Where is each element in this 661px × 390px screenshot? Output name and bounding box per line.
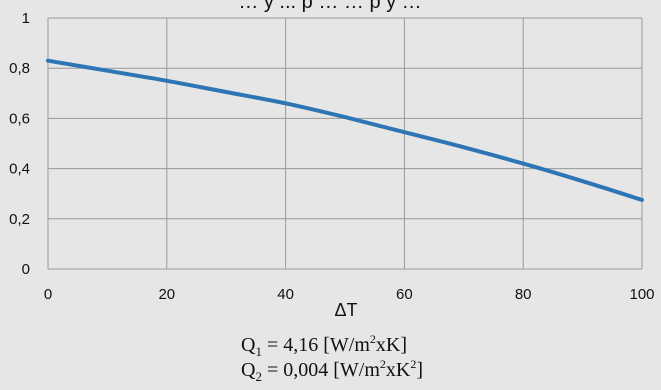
x-tick-label: 0 bbox=[44, 286, 52, 303]
y-axis-ticks: 0 0,2 0,4 0,6 0,8 1 bbox=[9, 10, 30, 278]
formula-q2-sup2: 2 bbox=[410, 357, 416, 371]
y-tick-label: 0,6 bbox=[9, 110, 30, 127]
y-tick-label: 1 bbox=[22, 10, 30, 27]
series-line bbox=[46, 58, 644, 202]
x-tick-label: 40 bbox=[277, 286, 294, 303]
x-tick-label: 60 bbox=[396, 286, 413, 303]
x-tick-label: 100 bbox=[629, 286, 654, 303]
x-axis-ticks: 0 20 40 60 80 100 bbox=[44, 286, 655, 303]
formula-q1-sub: 1 bbox=[255, 344, 262, 359]
formula-q1-end: xK] bbox=[376, 334, 407, 356]
y-tick-label: 0 bbox=[22, 261, 30, 278]
formula-q2-mid: = 0,004 [W/m bbox=[262, 359, 380, 381]
chart-title: … y ... p … … p y … bbox=[238, 0, 421, 13]
formula-q2-base: Q bbox=[241, 359, 256, 381]
formula-q1-sup: 2 bbox=[370, 332, 376, 346]
x-axis-title: ΔT bbox=[334, 300, 357, 320]
y-tick-label: 0,8 bbox=[9, 60, 30, 77]
formula-q2: Q2 = 0,004 [W/m2xK2] bbox=[241, 357, 423, 384]
formula-q2-end: ] bbox=[416, 359, 423, 381]
formula-q2-sub: 2 bbox=[255, 369, 262, 384]
y-tick-label: 0,2 bbox=[9, 211, 30, 228]
formula-q1: Q1 = 4,16 [W/m2xK] bbox=[241, 332, 407, 359]
x-tick-label: 80 bbox=[515, 286, 532, 303]
y-tick-label: 0,4 bbox=[9, 161, 30, 178]
x-tick-label: 20 bbox=[158, 286, 175, 303]
formula-q1-base: Q bbox=[241, 334, 256, 356]
grid bbox=[47, 17, 643, 270]
formula-q1-mid: = 4,16 [W/m bbox=[262, 334, 370, 356]
formula-q2-mid2: xK bbox=[386, 359, 411, 381]
formula-q2-sup: 2 bbox=[380, 357, 386, 371]
